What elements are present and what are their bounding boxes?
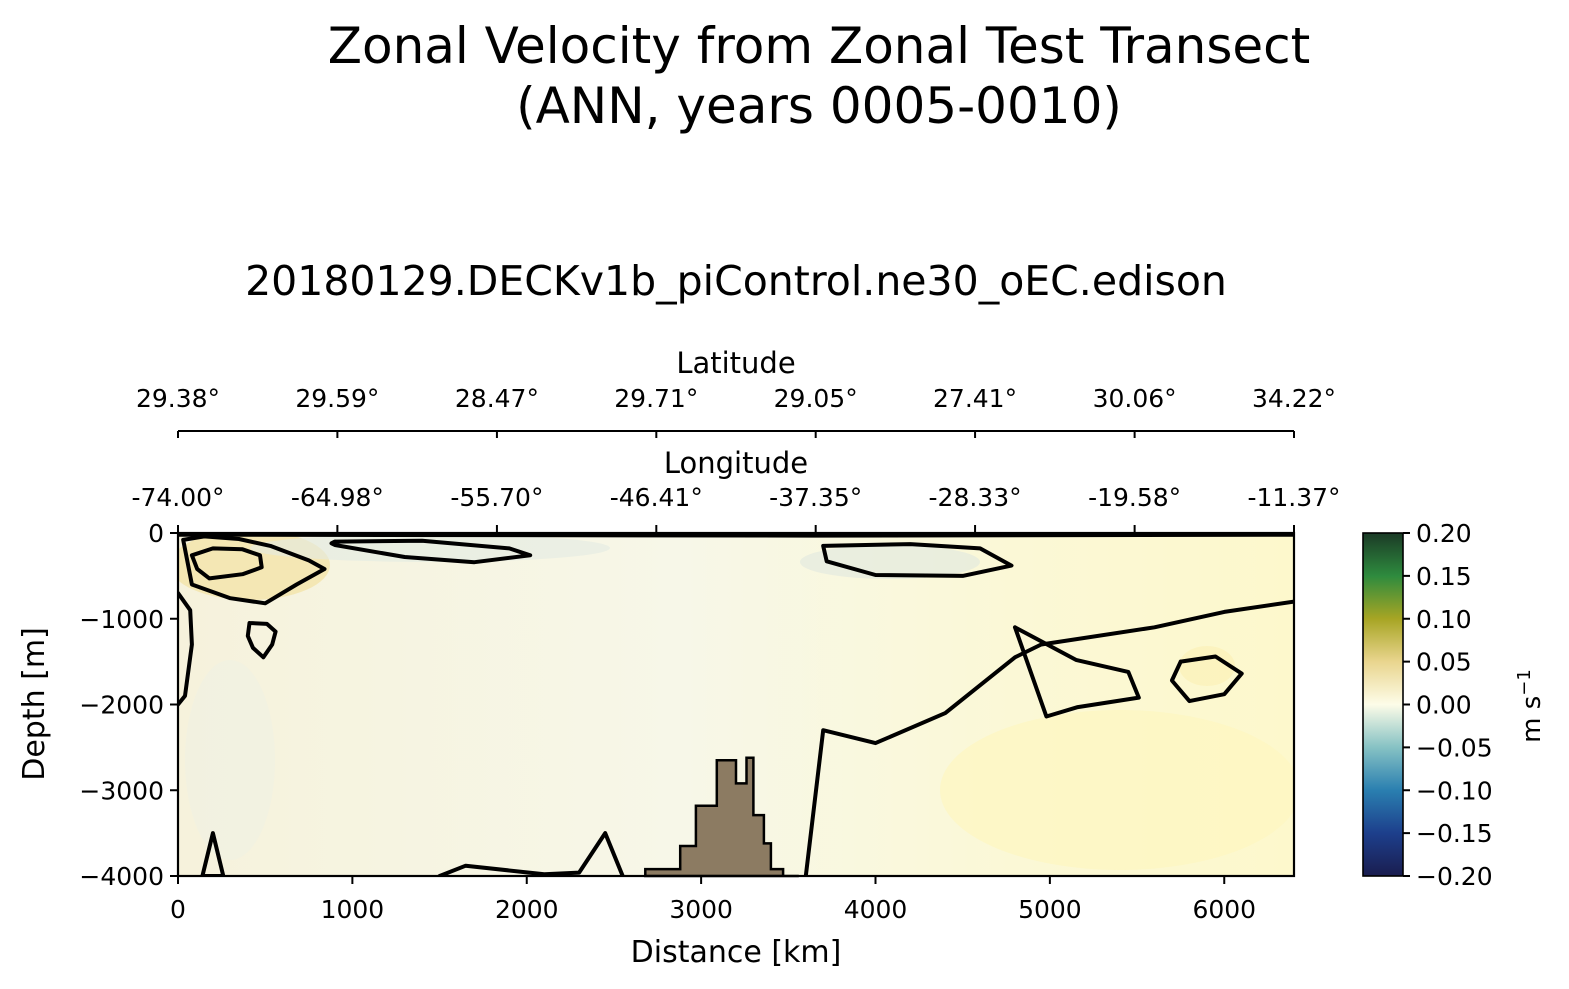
plot-subtitle: 20180129.DECKv1b_piControl.ne30_oEC.edis… (245, 257, 1227, 305)
colorbar-tick-label: −0.05 (1416, 733, 1493, 762)
x-tick-label: 1000 (321, 895, 385, 924)
y-tick-label: 0 (148, 519, 164, 548)
velocity-shading (178, 533, 1294, 870)
latitude-tick-label: 29.38° (136, 384, 220, 413)
y-tick-label: −2000 (79, 691, 164, 720)
colorbar-label: m s−1 (1514, 669, 1548, 743)
y-axis-label: Depth [m] (17, 627, 52, 781)
longitude-tick-label: -64.98° (291, 483, 384, 512)
x-tick-label: 2000 (495, 895, 559, 924)
latitude-tick-label: 29.71° (614, 384, 698, 413)
latitude-tick-label: 29.05° (774, 384, 858, 413)
x-tick-label: 6000 (1192, 895, 1256, 924)
contour-central-negative (329, 538, 533, 565)
colorbar-ticks: 0.20 0.15 0.10 0.05 0.00 −0.05 −0.10 −0.15 −0.20 (1403, 519, 1493, 891)
latitude-tick-label: 30.06° (1093, 384, 1177, 413)
figure-title-line-2: (ANN, years 0005-0010) (516, 77, 1122, 135)
latitude-tick-label: 28.47° (455, 384, 539, 413)
longitude-tick-label: -28.33° (929, 483, 1022, 512)
contour-small-eddy (245, 621, 278, 660)
east-negative-shading (800, 545, 980, 579)
colorbar-tick-label: 0.10 (1416, 605, 1472, 634)
colorbar-tick-label: 0.20 (1416, 519, 1472, 548)
deep-west-shading (185, 660, 275, 860)
colorbar-tick-label: −0.20 (1416, 862, 1493, 891)
contour-east-negative (821, 542, 1014, 578)
latitude-axis: 29.38° 29.59° 28.47° 29.71° 29.05° 27.41° 30.0… (136, 384, 1336, 438)
x-tick-label: 5000 (1018, 895, 1082, 924)
longitude-tick-label: -46.41° (610, 483, 703, 512)
x-tick-label: 3000 (669, 895, 733, 924)
east-positive-shading (940, 710, 1294, 870)
bathymetry (644, 756, 799, 878)
figure-title-line-1: Zonal Velocity from Zonal Test Transect (328, 17, 1311, 75)
contour-east-eddy (1169, 654, 1244, 704)
latitude-tick-label: 29.59° (295, 384, 379, 413)
contour-deep-boundary (803, 599, 1294, 876)
colorbar-tick-label: 0.00 (1416, 691, 1472, 720)
colorbar-tick-label: −0.15 (1416, 819, 1493, 848)
longitude-tick-label: -37.35° (769, 483, 862, 512)
latitude-tick-label: 34.22° (1252, 384, 1336, 413)
x-tick-label: 0 (170, 895, 186, 924)
contour-surface-band (178, 533, 1294, 538)
colorbar-tick-label: 0.15 (1416, 562, 1472, 591)
longitude-axis-label: Longitude (664, 446, 808, 480)
latitude-tick-label: 27.41° (933, 384, 1017, 413)
longitude-tick-label: -19.58° (1088, 483, 1181, 512)
x-axis: 0 1000 2000 3000 4000 5000 6000 (170, 876, 1256, 924)
contour-west-positive-cell (181, 534, 327, 606)
contour-east-tongue (1013, 625, 1141, 719)
latitude-axis-label: Latitude (676, 346, 795, 380)
colorbar-tick-label: −0.10 (1416, 776, 1493, 805)
colorbar-gradient (1362, 532, 1404, 877)
contour-southwest-bump (200, 831, 226, 876)
contour-west-core (189, 546, 264, 581)
contour-deep-west (178, 591, 194, 707)
bathymetry-layer (644, 756, 799, 878)
colorbar-label-exponent: −1 (1514, 669, 1535, 696)
y-tick-label: −4000 (79, 862, 164, 891)
x-tick-label: 4000 (844, 895, 908, 924)
zero-contours (178, 533, 1294, 876)
east-eddy-shading (1179, 646, 1235, 686)
y-axis: 0 −1000 −2000 −3000 −4000 (79, 519, 178, 891)
velocity-section-plot (176, 531, 1296, 878)
longitude-tick-label: -55.70° (450, 483, 543, 512)
longitude-tick-label: -74.00° (131, 483, 224, 512)
longitude-tick-label: -11.37° (1247, 483, 1340, 512)
colorbar: 0.20 0.15 0.10 0.05 0.00 −0.05 −0.10 −0.15 −0.20… (1362, 519, 1548, 891)
longitude-axis: -74.00° -64.98° -55.70° -46.41° -37.35° -28.3… (131, 483, 1341, 533)
colorbar-tick-label: 0.05 (1416, 648, 1472, 677)
contour-mid-bumps (437, 831, 625, 876)
x-axis-label: Distance [km] (631, 935, 842, 970)
y-tick-label: −3000 (79, 776, 164, 805)
colorbar-label-unit: m s (1517, 696, 1547, 743)
y-tick-label: −1000 (79, 605, 164, 634)
